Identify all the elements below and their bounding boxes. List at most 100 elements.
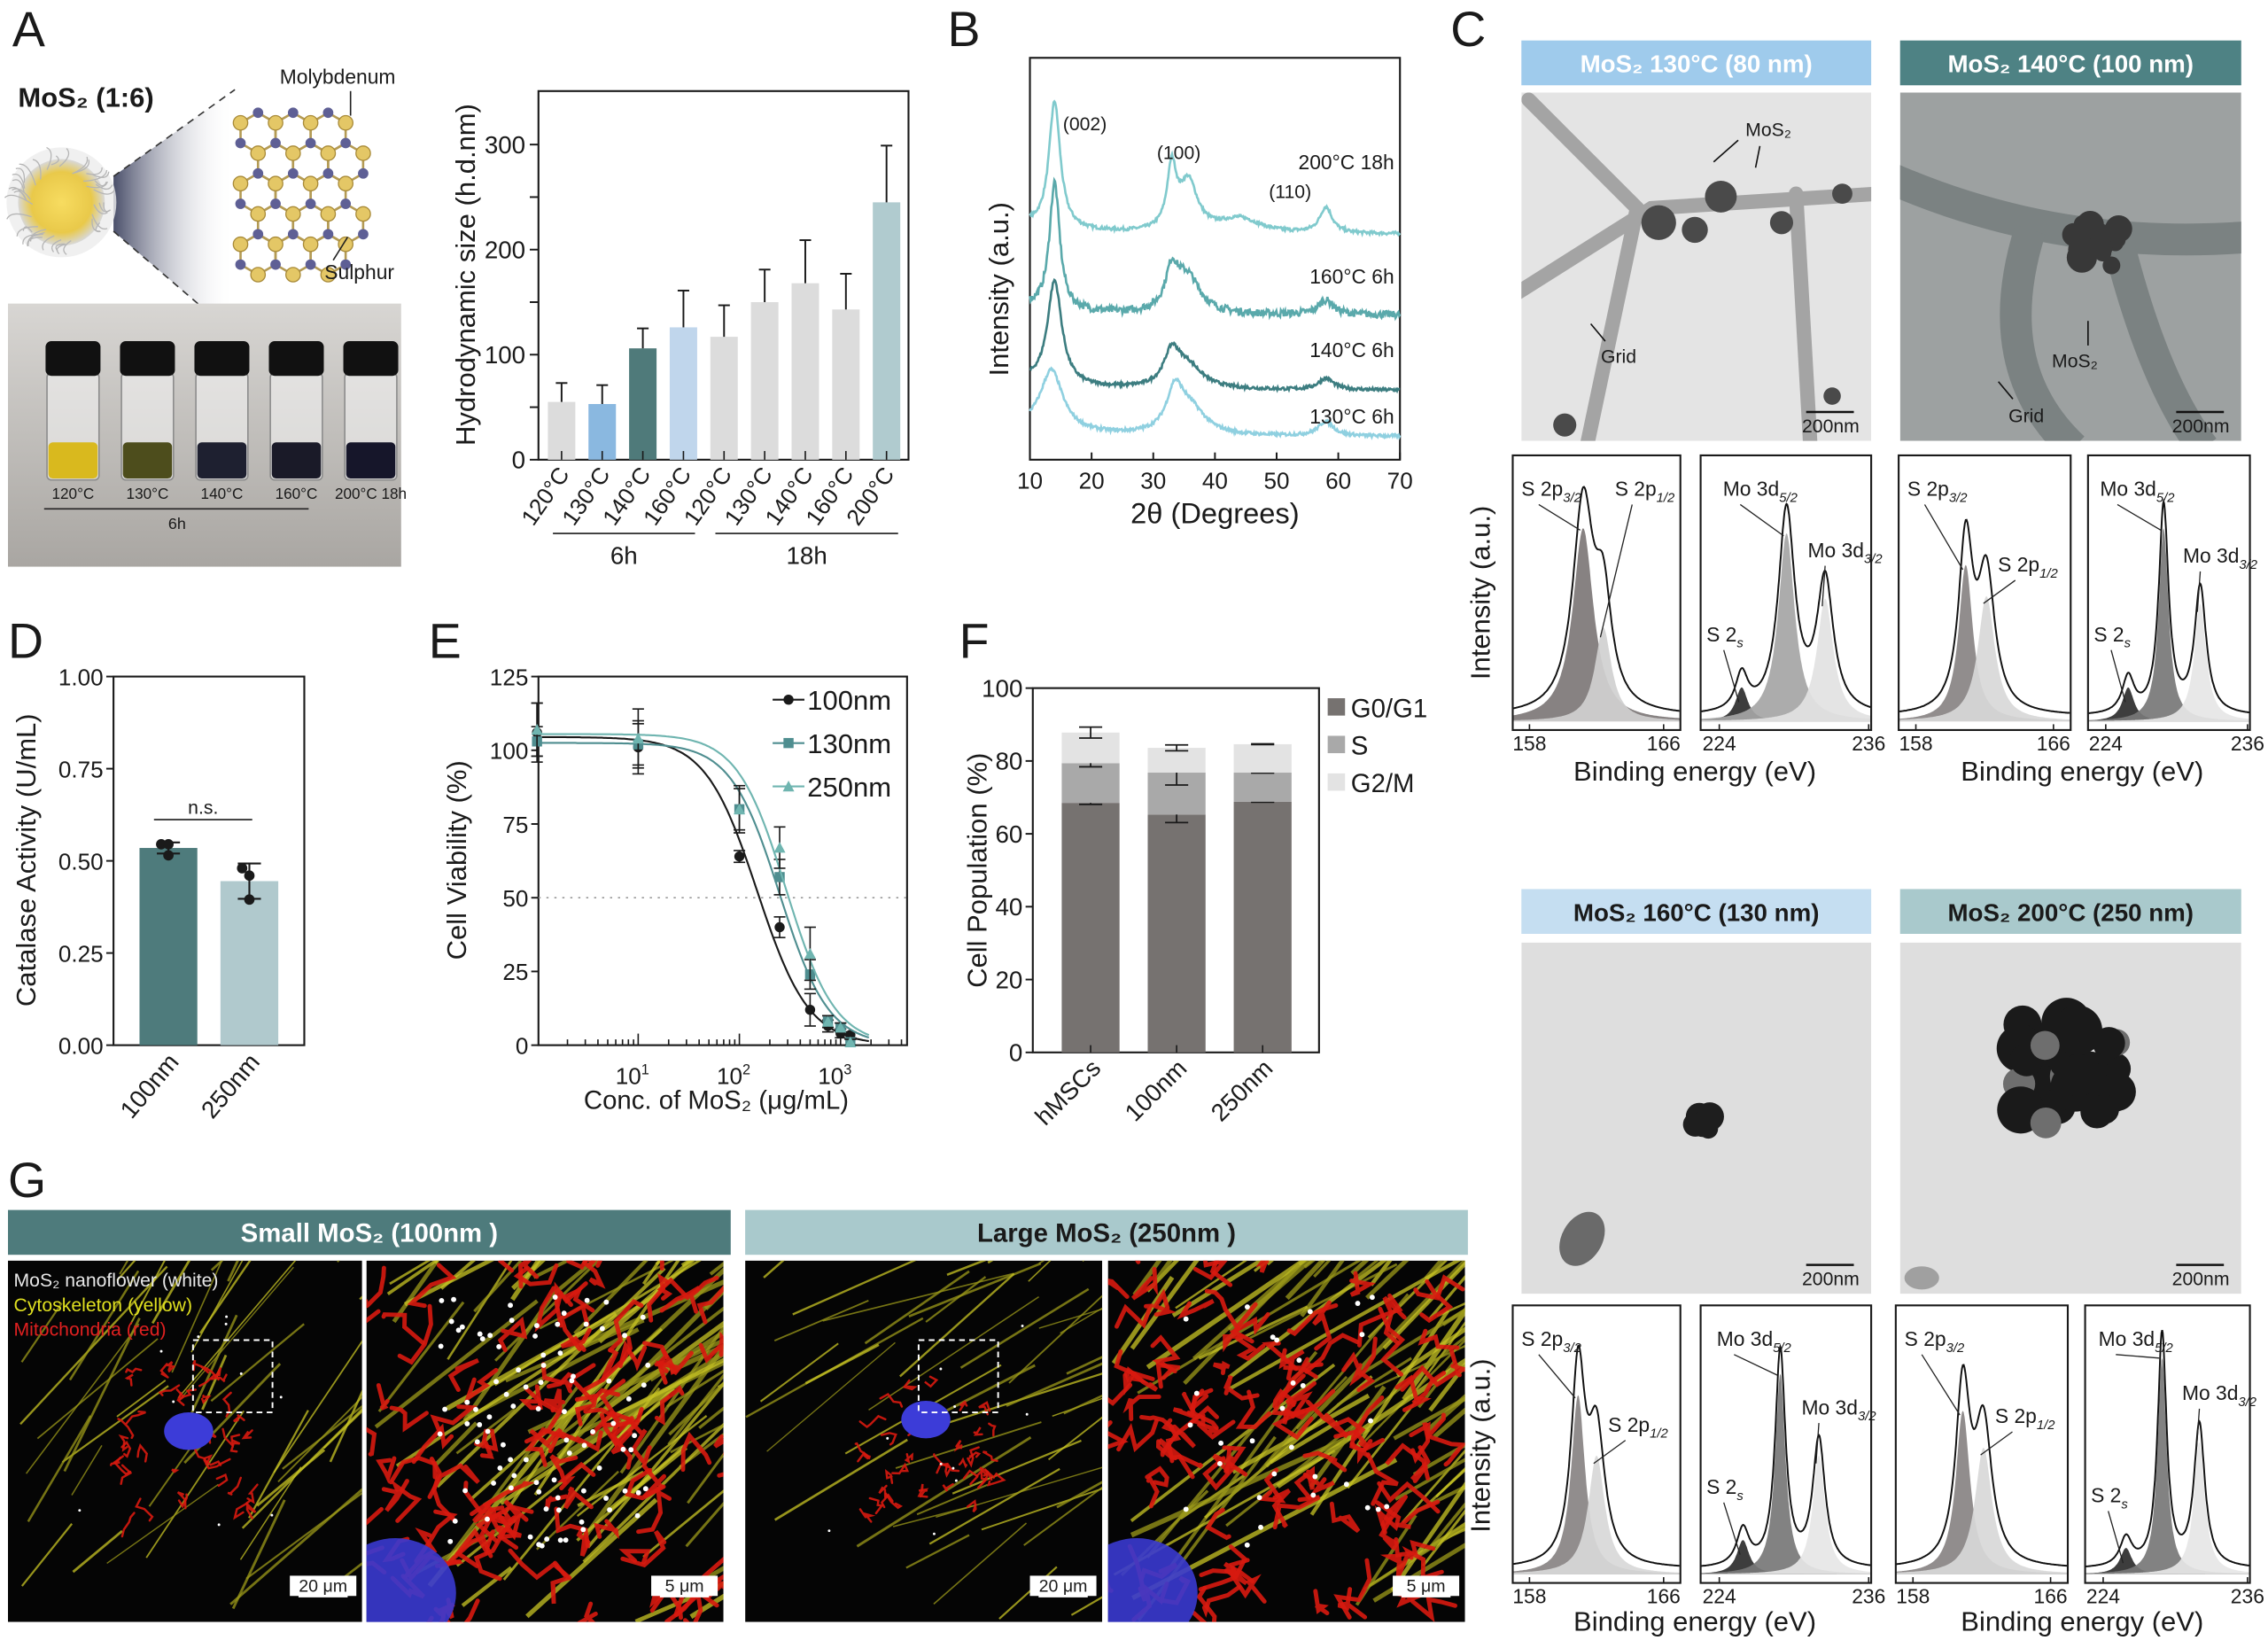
mitochondria [497,1260,515,1273]
mitochondria [557,1430,603,1452]
xps-component-fill [1700,1373,1872,1574]
molybdenum-atom [358,167,369,179]
xps-leader-line [1593,1440,1627,1465]
x-tick-label: 20 [1079,467,1105,494]
cytoskeleton-fiber [447,1260,513,1360]
trace-label: 130°C 6h [1309,405,1394,428]
mitochondria [987,1473,1006,1487]
data-point [237,863,248,874]
mos2-nanoflower-dot [533,1323,540,1329]
cytoskeleton-fiber [525,1497,658,1619]
cytoskeleton-fiber [895,1421,1042,1469]
mitochondria [245,1501,257,1520]
mitochondria [191,1359,203,1372]
mitochondria [968,1451,982,1460]
grid-label: Grid [1601,347,1636,368]
x-tick-label: 158 [1512,732,1546,755]
mitochondria [165,1361,176,1372]
xps-peak-label-main: S 2 [2093,623,2124,646]
cytoskeleton-fiber [106,1483,219,1565]
cytoskeleton-fiber [1248,1263,1398,1340]
mitochondria [891,1462,909,1475]
cytoskeleton-fiber [868,1296,1039,1411]
mos2-nanoflower-dot [1183,1316,1189,1322]
confocal-cell-image: 20 μm [745,1260,1103,1622]
xps-peak-label-main: S 2 [2091,1484,2121,1507]
panel-label-d: D [8,613,43,668]
confocal-header-title: Large MoS₂ (250nm ) [977,1219,1236,1248]
mitochondria [227,1476,242,1496]
mos2-nanoflower-dot [1218,1440,1224,1446]
xps-envelope [2085,1329,2250,1567]
sulphur-atom [250,145,267,161]
mitochondria [113,1455,132,1476]
xps-peak-label-main: Mo 3d [1723,478,1779,501]
plot-frame [1894,1304,2070,1584]
cytoskeleton-fiber [1259,1293,1410,1472]
y-tick-label: 0 [1009,1039,1022,1067]
mitochondria [120,1464,133,1486]
mos2-nanoflower-dot [477,1422,483,1427]
mitochondria [559,1302,590,1352]
nanoflower-petal [27,233,43,245]
y-tick-label: 0.25 [58,940,104,967]
mitochondria [917,1483,928,1498]
xps-envelope [1895,1364,2068,1567]
vial [268,341,324,481]
xps-peak-label-sub: 3/2 [1563,491,1581,505]
mos2-nanoflower-dot [1279,1405,1285,1411]
cytoskeleton-fiber [1393,1396,1465,1441]
xps-leader-line [2195,1408,2201,1450]
xps-peak-label-main: Mo 3d [1808,539,1864,562]
chart-d-catalase: 0.00 0.25 0.50 0.75 1.00 100nm 250nm n.s. [58,664,306,1123]
cytoskeleton-fiber [946,1260,988,1277]
y-axis-label: Cell Viability (%) [441,760,472,960]
mitochondria [1410,1597,1457,1622]
cytoskeleton-fiber [63,1317,141,1473]
cytoskeleton-fiber [1402,1307,1465,1402]
cytoskeleton-fiber [1427,1502,1465,1551]
plot-frame [2084,1304,2251,1584]
trace-label: 160°C 6h [1309,265,1394,288]
bar [139,848,198,1046]
xps-y-axis-label: Intensity (a.u.) [1464,506,1495,680]
cytoskeleton-fiber [20,1523,74,1587]
mitochondria [430,1404,478,1436]
mos2-nanoflower-dot [279,1395,283,1399]
xps-peak-label: Mo 3d5/2 [1723,478,1798,506]
mitochondria [241,1429,253,1440]
xps-component-fill [1899,595,2071,722]
xps-x-axis-label: Binding energy (eV) [1573,1605,1816,1636]
mitochondria [611,1406,644,1448]
cytoskeleton-fiber [981,1488,1103,1531]
xps-peak-label: S 2p1/2 [1995,1404,2055,1433]
mos2-nanoflower-dot [552,1294,558,1300]
scale-bar-label: 20 μm [299,1576,347,1596]
mitochondria [1165,1424,1182,1464]
nanoflower-petal [93,204,108,214]
xps-x-axis-label: Binding energy (eV) [1961,756,2203,787]
mitochondria [1278,1348,1305,1381]
tem-header-title: MoS₂ 200°C (250 nm) [1947,898,2194,926]
tem-content [1521,92,1872,441]
xps-peak-label-sub: s [2121,1498,2128,1512]
panel-label-f: F [959,613,990,668]
mos2-nanoflower-dot [622,1488,628,1494]
bar [588,404,617,460]
cytoskeleton-fiber [36,1338,159,1440]
xps-peak-label-sub: s [1736,1489,1744,1504]
cytoskeleton-fiber [930,1364,1036,1420]
mitochondria [246,1483,259,1504]
vial-cap [268,341,324,377]
mos2-particle [1769,211,1793,235]
mitochondria [1205,1507,1231,1541]
mos2-particle [2089,1094,2119,1124]
mos2-nanoflower-dot [217,1523,221,1527]
mitochondria [1212,1360,1231,1376]
cytoskeleton-fiber [20,1302,63,1363]
mitochondria [962,1469,979,1486]
mitochondria [376,1383,390,1411]
